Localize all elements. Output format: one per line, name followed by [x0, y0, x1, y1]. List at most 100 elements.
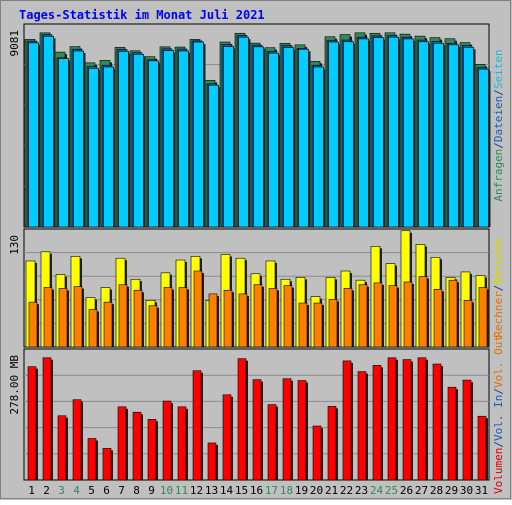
bar-rechner-6 — [103, 301, 113, 348]
bar-rechner-9 — [148, 305, 158, 348]
x-tick-label: 11 — [175, 484, 188, 497]
bar-rechner-19 — [298, 302, 308, 348]
x-tick-label: 26 — [400, 484, 413, 497]
panel-hits-max-label: 9081 — [8, 30, 21, 57]
bar-volumen-8 — [132, 411, 142, 481]
bar-volumen-30 — [462, 379, 472, 481]
bar-volumen-17 — [267, 404, 277, 481]
bar-rechner-31 — [478, 287, 488, 348]
bar-seiten-19 — [298, 48, 309, 228]
bar-rechner-30 — [463, 300, 473, 348]
legend-part: Besuche — [492, 238, 505, 284]
bar-seiten-15 — [238, 36, 249, 228]
bar-rechner-15 — [238, 293, 248, 348]
bar-seiten-20 — [313, 66, 324, 228]
bar-volumen-27 — [417, 357, 427, 481]
bar-volumen-22 — [342, 360, 352, 481]
x-tick-label: 21 — [325, 484, 338, 497]
bar-volumen-16 — [252, 379, 262, 481]
x-tick-label: 2 — [43, 484, 50, 497]
legend-part: / — [492, 388, 505, 395]
bar-seiten-3 — [58, 58, 69, 228]
legend-part: Vol. In — [492, 395, 505, 441]
bar-seiten-16 — [253, 46, 264, 228]
bar-volumen-23 — [357, 371, 367, 481]
bar-seiten-30 — [463, 46, 474, 228]
legend-part: / — [492, 285, 505, 292]
x-tick-label: 17 — [265, 484, 278, 497]
bar-rechner-5 — [88, 309, 98, 348]
x-tick-label: 22 — [340, 484, 353, 497]
bar-volumen-19 — [297, 380, 307, 481]
bar-rechner-25 — [388, 285, 398, 348]
x-tick-label: 16 — [250, 484, 263, 497]
x-tick-label: 25 — [385, 484, 398, 497]
bar-seiten-9 — [148, 60, 159, 228]
x-tick-label: 4 — [73, 484, 80, 497]
bar-volumen-1 — [27, 366, 37, 481]
bar-rechner-8 — [133, 289, 143, 348]
legend-part: Dateien — [492, 96, 505, 142]
bar-volumen-2 — [42, 357, 52, 481]
bar-volumen-15 — [237, 358, 247, 481]
bar-volumen-18 — [282, 378, 292, 481]
bar-volumen-14 — [222, 394, 232, 481]
bar-rechner-23 — [358, 284, 368, 348]
bar-seiten-23 — [358, 38, 369, 228]
bar-volumen-12 — [192, 370, 202, 481]
legend-part: Volumen — [492, 448, 505, 494]
x-tick-label: 9 — [148, 484, 155, 497]
legend-part: Vol. Out — [492, 335, 505, 388]
bar-volumen-29 — [447, 386, 457, 481]
bar-seiten-22 — [343, 41, 354, 228]
panel-volume-legend: Volumen/Vol. In/Vol. Out — [492, 335, 505, 494]
bar-volumen-3 — [57, 415, 67, 481]
bar-volumen-21 — [327, 406, 337, 481]
bar-rechner-22 — [343, 288, 353, 348]
legend-part: / — [492, 142, 505, 149]
x-tick-label: 13 — [205, 484, 218, 497]
bar-rechner-3 — [58, 288, 68, 348]
panel-visits-legend: Rechner/Besuche — [492, 238, 505, 337]
bar-rechner-13 — [208, 293, 218, 348]
bar-seiten-25 — [388, 36, 399, 228]
bar-volumen-13 — [207, 442, 217, 481]
bar-seiten-18 — [283, 47, 294, 228]
legend-part: Rechner — [492, 291, 505, 338]
bar-rechner-4 — [73, 286, 83, 348]
x-tick-label: 7 — [118, 484, 125, 497]
panel-volume-max-label: 278.00 MB — [8, 355, 21, 415]
x-tick-label: 24 — [370, 484, 384, 497]
x-tick-label: 31 — [475, 484, 488, 497]
bar-seiten-28 — [433, 43, 444, 228]
bar-seiten-17 — [268, 52, 279, 228]
bar-rechner-12 — [193, 270, 203, 348]
bar-seiten-29 — [448, 44, 459, 228]
bar-seiten-6 — [103, 66, 114, 228]
x-tick-label: 18 — [280, 484, 293, 497]
x-tick-label: 8 — [133, 484, 140, 497]
bar-seiten-14 — [223, 46, 234, 228]
bar-seiten-26 — [403, 38, 414, 228]
legend-part: Anfragen — [492, 149, 505, 202]
bar-seiten-10 — [163, 50, 174, 228]
bar-rechner-26 — [403, 281, 413, 348]
bar-seiten-7 — [118, 51, 129, 228]
bar-rechner-10 — [163, 287, 173, 348]
bar-seiten-12 — [193, 41, 204, 228]
x-tick-label: 30 — [460, 484, 473, 497]
x-tick-label: 3 — [58, 484, 65, 497]
series-rechner — [28, 270, 489, 348]
bar-rechner-28 — [433, 289, 443, 348]
bar-rechner-16 — [253, 284, 263, 348]
bar-volumen-6 — [102, 448, 112, 481]
bar-rechner-27 — [418, 276, 428, 348]
bar-volumen-4 — [72, 399, 82, 481]
bar-volumen-28 — [432, 363, 442, 481]
bar-rechner-2 — [43, 287, 53, 348]
bar-seiten-5 — [88, 68, 99, 228]
